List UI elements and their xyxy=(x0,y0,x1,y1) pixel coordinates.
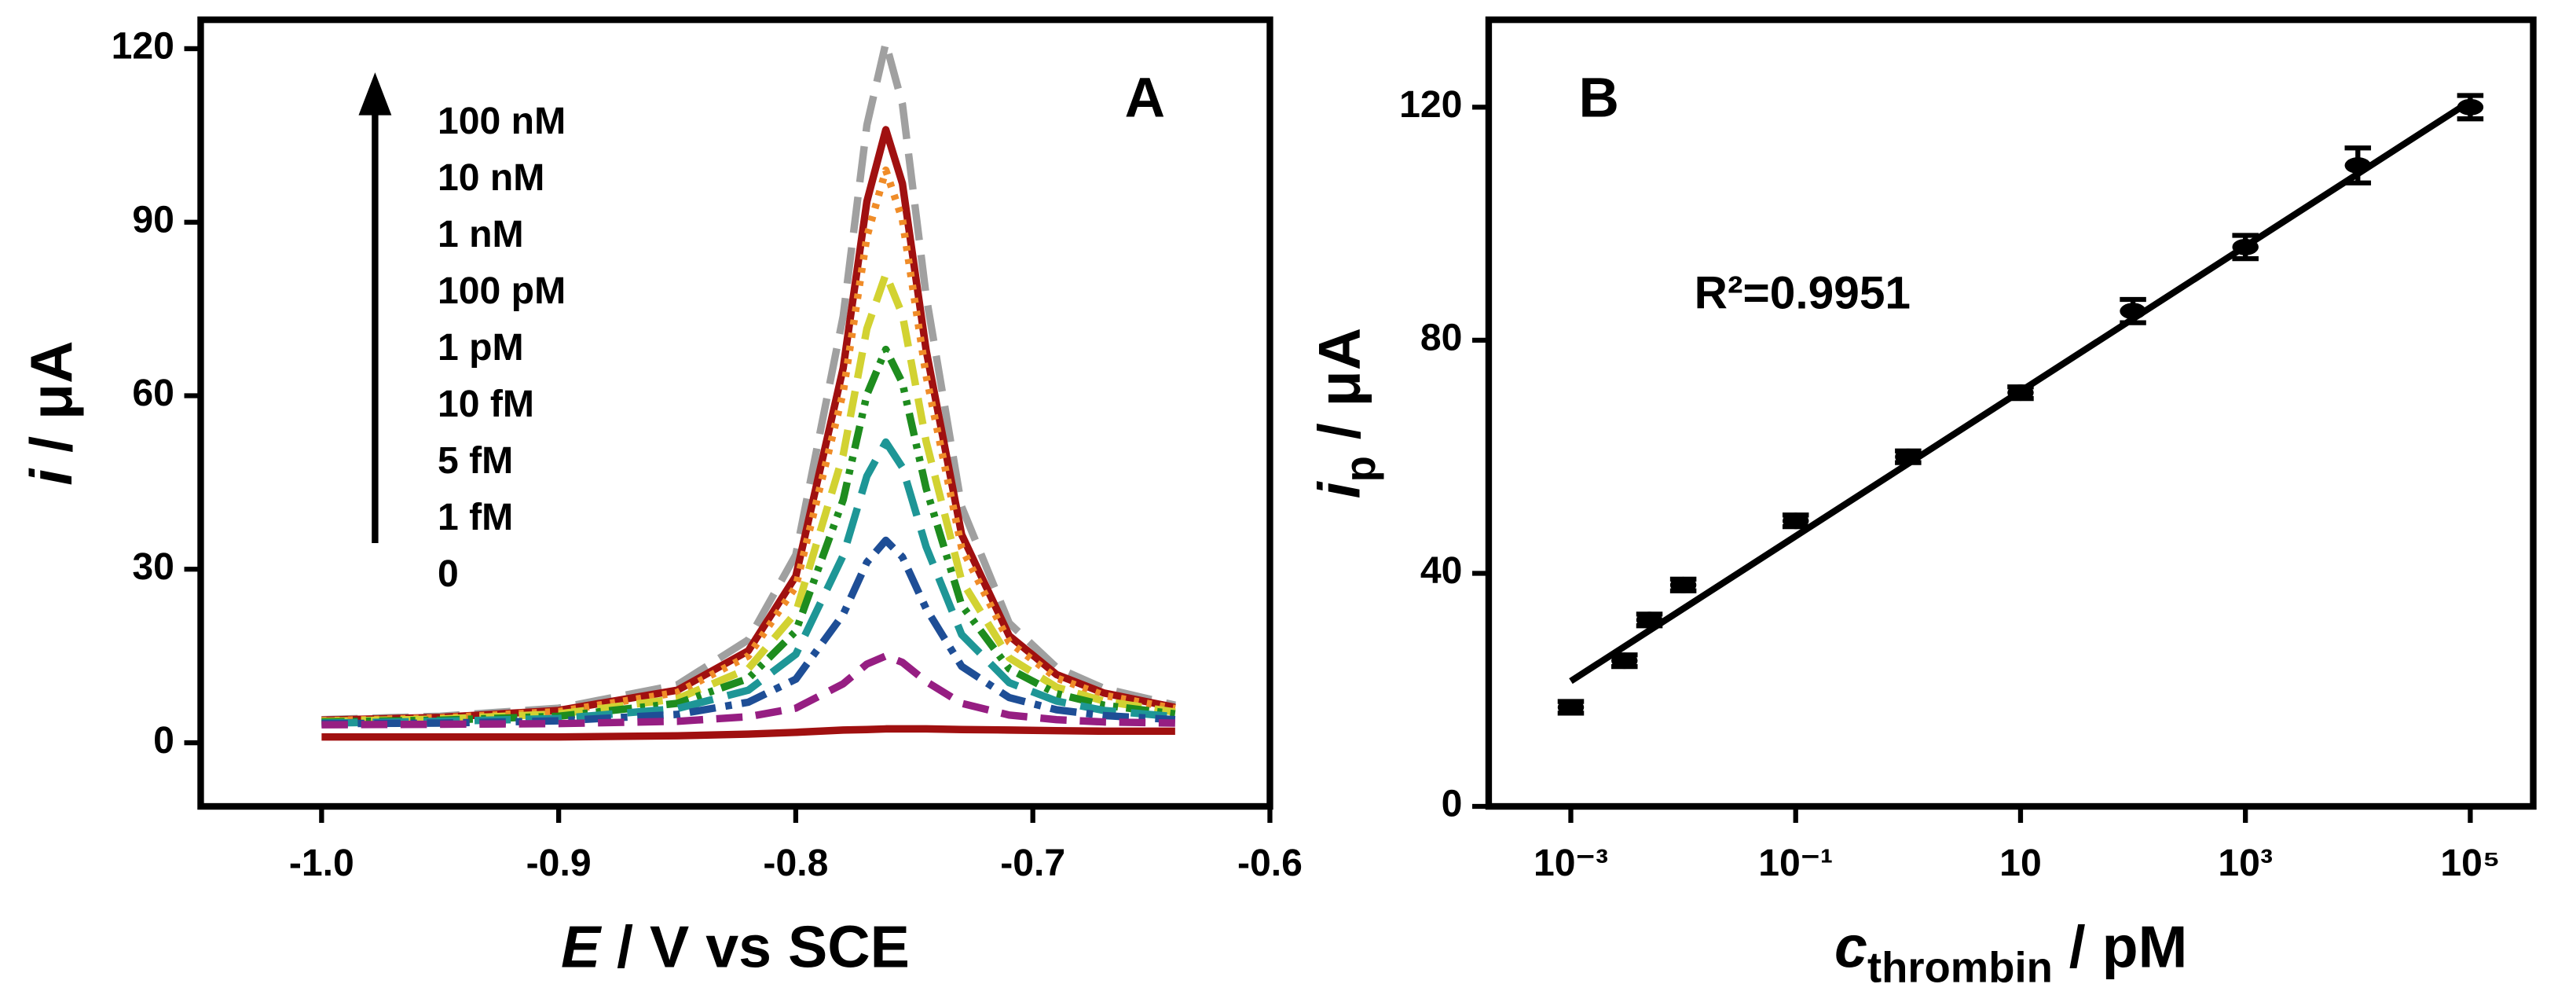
x-tick-label: 10⁻¹ xyxy=(1758,842,1833,884)
data-point xyxy=(2120,303,2146,320)
legend-label: 100 pM xyxy=(438,270,566,312)
y-tick-label: 90 xyxy=(132,198,174,240)
data-point xyxy=(2457,98,2484,116)
legend-label: 100 nM xyxy=(438,100,566,142)
x-tick-label: -0.7 xyxy=(1000,842,1065,884)
curve xyxy=(321,126,1176,725)
axis-label: cthrombin / pM xyxy=(1834,913,2187,992)
legend-label: 5 fM xyxy=(438,439,513,482)
data-point xyxy=(1636,611,1663,629)
y-tick-label: 30 xyxy=(132,545,174,588)
data-point xyxy=(1557,699,1585,716)
y-tick-label: 120 xyxy=(1399,83,1462,126)
axis-subscript: thrombin xyxy=(1867,944,2053,992)
curve xyxy=(321,345,1176,726)
panel-label: A xyxy=(1125,68,1165,130)
curve xyxy=(321,438,1176,727)
legend-label: 0 xyxy=(438,553,459,595)
data-point xyxy=(2007,384,2034,402)
x-tick-label: -0.9 xyxy=(526,842,592,884)
axis-symbol: E xyxy=(561,913,603,979)
curve xyxy=(321,652,1175,729)
legend-label: 10 fM xyxy=(438,383,534,425)
axis-unit: / μA xyxy=(18,340,84,468)
panel-label: B xyxy=(1579,68,1619,130)
axis-label: E / V vs SCE xyxy=(561,913,910,979)
axis-label: i / μA xyxy=(18,340,84,485)
y-tick-label: 0 xyxy=(153,719,174,762)
x-tick-label: -0.8 xyxy=(763,842,828,884)
data-point xyxy=(1782,512,1809,530)
legend-label: 1 nM xyxy=(438,213,524,255)
legend-label: 1 pM xyxy=(438,326,524,369)
axis-unit: / V vs SCE xyxy=(600,913,910,979)
data-point xyxy=(1669,576,1697,593)
data-point xyxy=(1895,448,1922,465)
y-tick-label: 80 xyxy=(1420,317,1463,359)
axis-symbol: c xyxy=(1834,913,1867,979)
curve xyxy=(321,39,1176,724)
legend-label: 10 nM xyxy=(438,156,544,199)
axis-unit: / pM xyxy=(2053,913,2188,979)
x-tick-label: 10 xyxy=(1999,842,2042,884)
y-tick-label: 60 xyxy=(132,372,174,414)
axis-label: ip / μA xyxy=(1306,328,1385,499)
axis-symbol: i xyxy=(18,468,84,486)
axis-symbol: i xyxy=(1306,480,1372,498)
x-tick-label: 10⁵ xyxy=(2440,842,2500,884)
x-tick-label: 10⁻³ xyxy=(1534,842,1608,884)
x-tick-label: 10³ xyxy=(2218,842,2273,884)
curve xyxy=(321,725,1175,741)
x-tick-label: -0.6 xyxy=(1237,842,1303,884)
plot-frame xyxy=(197,16,1273,810)
data-point xyxy=(2344,157,2372,174)
plot-frame xyxy=(1485,16,2537,810)
axis-unit: / μA xyxy=(1306,328,1372,456)
x-tick-label: -1.0 xyxy=(289,842,354,884)
y-tick-label: 0 xyxy=(1442,783,1463,825)
axis-subscript: p xyxy=(1336,456,1384,482)
y-tick-label: 40 xyxy=(1420,549,1463,592)
legend-label: 1 fM xyxy=(438,496,513,538)
annotation: R²=0.9951 xyxy=(1695,267,1911,318)
arrow-head xyxy=(358,72,392,116)
curve xyxy=(321,536,1176,728)
data-point xyxy=(2232,238,2259,255)
data-point xyxy=(1611,652,1638,670)
y-tick-label: 120 xyxy=(112,25,174,68)
